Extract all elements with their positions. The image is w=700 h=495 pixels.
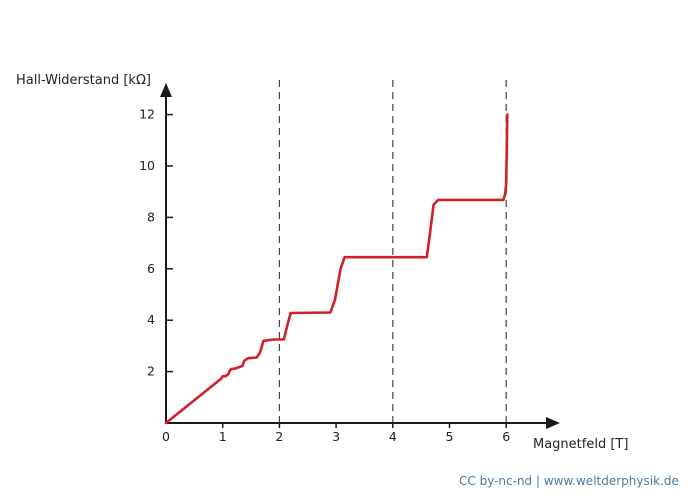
x-axis-arrow — [546, 417, 560, 429]
x-tick-label: 2 — [275, 429, 283, 444]
x-tick-label: 3 — [332, 429, 340, 444]
y-axis-arrow — [160, 83, 172, 97]
y-tick-label: 8 — [147, 209, 155, 224]
reference-lines — [278, 78, 507, 423]
x-tick-label: 6 — [502, 429, 510, 444]
y-tick-label: 10 — [139, 158, 155, 173]
x-tick-label: 0 — [162, 429, 170, 444]
y-axis-label: Hall-Widerstand [kΩ] — [16, 73, 151, 88]
y-tick-label: 12 — [139, 107, 155, 122]
x-tick-label: 4 — [389, 429, 397, 444]
x-axis-label: Magnetfeld [T] — [533, 437, 628, 452]
axes — [160, 83, 560, 429]
x-tick-label: 1 — [219, 429, 227, 444]
x-tick-label: 5 — [446, 429, 454, 444]
y-ticks: 2 4 6 8 10 12 — [139, 107, 173, 379]
x-ticks: 0 1 2 3 4 5 6 — [162, 423, 510, 444]
y-tick-label: 2 — [147, 364, 155, 379]
y-tick-label: 6 — [147, 261, 155, 276]
credit-text: CC by-nc-nd | www.weltderphysik.de — [459, 474, 679, 488]
hall-resistance-line — [164, 113, 509, 425]
y-tick-label: 4 — [147, 312, 155, 327]
series-group — [164, 113, 509, 425]
